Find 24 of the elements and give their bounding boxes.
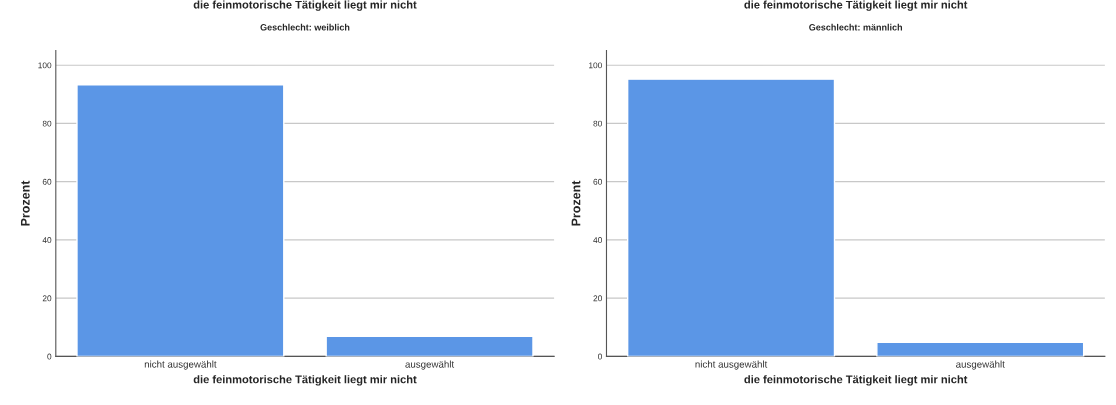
chart-subtitle: Geschlecht: männlich <box>809 23 903 31</box>
y-tick-label: 0 <box>598 353 602 360</box>
y-tick-label: 0 <box>47 353 52 360</box>
x-axis-title: die feinmotorische Tätigkeit liegt mir nicht <box>193 375 417 386</box>
chart-subtitle: Geschlecht: weiblich <box>260 23 350 31</box>
y-axis-title: Prozent <box>571 180 581 226</box>
y-tick-label: 40 <box>42 237 52 244</box>
y-axis-title: Prozent <box>20 180 30 226</box>
y-tick-label: 80 <box>593 120 602 127</box>
x-tick-label: nicht ausgewählt <box>144 360 217 370</box>
chart-title: die feinmotorische Tätigkeit liegt mir nicht <box>193 0 417 11</box>
chart-title: die feinmotorische Tätigkeit liegt mir nicht <box>744 0 968 11</box>
x-axis-title: die feinmotorische Tätigkeit liegt mir nicht <box>744 375 968 386</box>
y-tick-label: 40 <box>593 237 602 244</box>
y-tick-label: 100 <box>38 62 52 69</box>
y-tick-label: 100 <box>589 62 602 69</box>
x-tick-label: ausgewählt <box>956 360 1005 370</box>
y-tick-label: 20 <box>42 295 52 302</box>
y-tick-label: 60 <box>42 178 52 185</box>
y-tick-label: 60 <box>593 178 602 185</box>
x-tick-label: nicht ausgewählt <box>695 360 768 370</box>
y-tick-label: 80 <box>42 120 52 127</box>
x-tick-label: ausgewählt <box>405 360 455 370</box>
y-tick-label: 20 <box>593 295 602 302</box>
